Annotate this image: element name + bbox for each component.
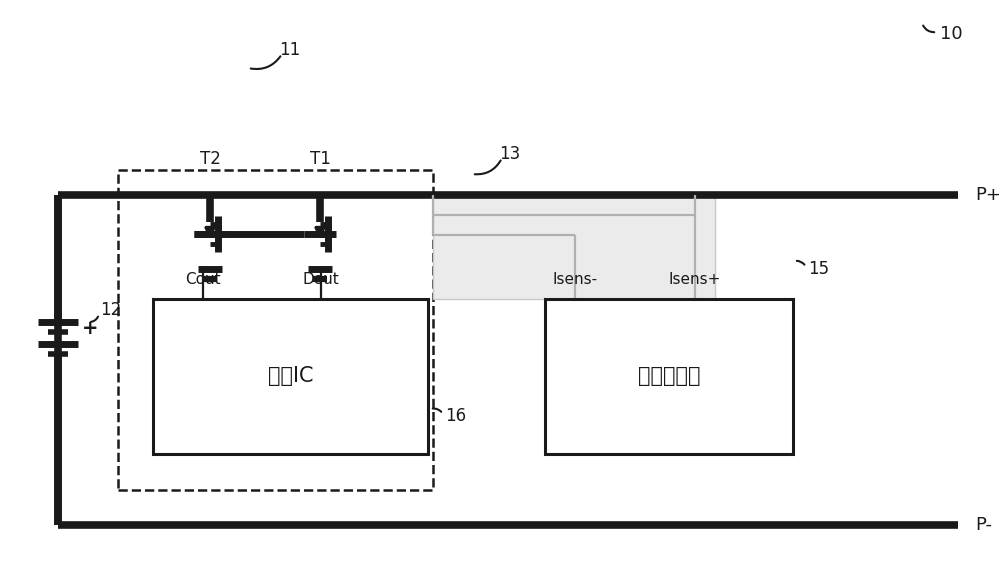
Bar bbox=[153, 299, 428, 454]
Text: T2: T2 bbox=[200, 150, 220, 168]
Text: 10: 10 bbox=[940, 25, 963, 43]
Text: 13: 13 bbox=[499, 145, 521, 163]
Bar bbox=[433, 195, 715, 299]
Text: Isens-: Isens- bbox=[552, 271, 598, 287]
Text: Dout: Dout bbox=[303, 271, 339, 287]
Text: T1: T1 bbox=[310, 150, 330, 168]
Text: 11: 11 bbox=[279, 41, 301, 59]
Text: +: + bbox=[82, 319, 98, 337]
Text: 电池电量计: 电池电量计 bbox=[638, 367, 700, 386]
Text: 15: 15 bbox=[808, 260, 829, 278]
Text: 16: 16 bbox=[445, 407, 466, 425]
Bar bbox=[118, 170, 433, 490]
Text: P+: P+ bbox=[975, 186, 1000, 204]
Text: 控制IC: 控制IC bbox=[268, 367, 313, 386]
Bar bbox=[545, 299, 793, 454]
Text: 12: 12 bbox=[100, 301, 121, 319]
Text: Cout: Cout bbox=[185, 271, 221, 287]
Text: Isens+: Isens+ bbox=[669, 271, 721, 287]
Text: P-: P- bbox=[975, 516, 992, 534]
